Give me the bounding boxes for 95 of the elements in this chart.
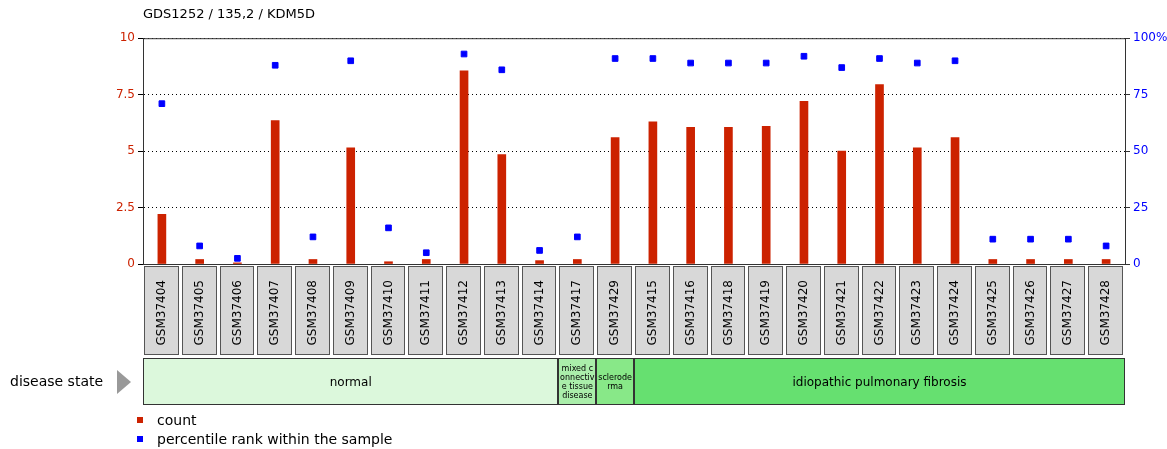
x-tick-label: GSM37407 xyxy=(267,280,282,346)
chart-title: GDS1252 / 135,2 / KDM5D xyxy=(143,6,315,21)
point xyxy=(762,59,770,67)
y-tick-label: 0 xyxy=(127,256,135,271)
point xyxy=(1027,235,1034,243)
y2-tick-label: 75 xyxy=(1133,86,1149,101)
legend-label: count xyxy=(157,411,197,428)
x-tick-label: GSM37420 xyxy=(796,280,811,346)
point xyxy=(913,59,921,67)
point xyxy=(725,59,732,67)
point xyxy=(838,64,846,71)
point xyxy=(347,57,355,65)
bar xyxy=(270,120,280,264)
y-tick-label: 7.5 xyxy=(115,86,135,101)
point xyxy=(574,233,581,241)
x-tick-label: GSM37409 xyxy=(342,280,357,346)
x-tick-label: GSM37416 xyxy=(682,280,697,346)
point xyxy=(800,52,808,60)
bar xyxy=(346,147,356,264)
bar xyxy=(610,137,620,264)
bar xyxy=(573,259,582,264)
bar xyxy=(724,127,733,264)
x-tick-label: GSM37426 xyxy=(1022,280,1037,346)
bar xyxy=(497,154,507,264)
text: normal xyxy=(329,374,372,389)
point xyxy=(309,233,317,241)
x-tick-label: GSM37418 xyxy=(720,280,735,346)
x-tick-label: GSM37412 xyxy=(456,280,471,346)
bar xyxy=(195,259,204,264)
point xyxy=(649,55,657,62)
y2-tick-label: 25 xyxy=(1133,199,1149,214)
bar xyxy=(308,259,318,264)
text: idiopathic pulmonary fibrosis xyxy=(792,374,967,389)
point xyxy=(536,247,543,254)
x-tick-label: GSM37429 xyxy=(607,280,622,346)
y2-tick-label: 50 xyxy=(1133,143,1149,158)
point xyxy=(385,224,392,232)
point xyxy=(1102,242,1110,250)
text: disease state xyxy=(10,373,104,389)
x-tick-label: GSM37424 xyxy=(947,280,962,346)
bar xyxy=(535,260,544,264)
x-tick-label: GSM37405 xyxy=(191,280,206,346)
point xyxy=(498,66,506,74)
bar xyxy=(799,101,809,264)
legend-label: percentile rank within the sample xyxy=(157,430,393,447)
x-tick-label: GSM37410 xyxy=(380,280,395,346)
x-tick-label: GSM37417 xyxy=(569,280,584,346)
x-tick-label: GSM37419 xyxy=(758,280,773,346)
x-tick-label: GSM37406 xyxy=(229,280,244,346)
x-tick-label: GSM37425 xyxy=(984,280,999,346)
point xyxy=(687,59,694,67)
point xyxy=(951,57,959,65)
point xyxy=(611,55,619,62)
bar xyxy=(384,261,393,264)
bar xyxy=(1101,259,1111,264)
point xyxy=(196,242,203,250)
point xyxy=(158,100,166,108)
text: scleroderma xyxy=(597,372,633,391)
point xyxy=(1065,235,1072,243)
bar xyxy=(1026,259,1035,264)
bar xyxy=(421,259,431,264)
bar xyxy=(686,127,695,264)
bar xyxy=(157,213,167,264)
x-tick-label: GSM37427 xyxy=(1060,280,1075,346)
point xyxy=(234,255,241,262)
y-tick-label: 10 xyxy=(119,30,135,45)
point xyxy=(989,235,997,243)
x-tick-label: GSM37423 xyxy=(909,280,924,346)
bar xyxy=(988,259,998,264)
x-tick-label: GSM37404 xyxy=(154,280,169,346)
y2-tick-label: 0 xyxy=(1133,256,1141,271)
x-tick-label: GSM37414 xyxy=(531,280,546,346)
x-tick-label: GSM37421 xyxy=(833,280,848,346)
bar xyxy=(837,150,847,264)
x-tick-label: GSM37415 xyxy=(645,280,660,346)
point xyxy=(876,55,883,62)
y-tick-label: 2.5 xyxy=(115,199,135,214)
x-tick-label: GSM37422 xyxy=(871,280,886,346)
x-tick-label: GSM37408 xyxy=(305,280,320,346)
bar xyxy=(875,84,884,264)
bar xyxy=(648,121,658,264)
x-tick-label: GSM37413 xyxy=(493,280,508,346)
point xyxy=(460,50,468,58)
bar xyxy=(1064,259,1073,264)
bar xyxy=(912,147,922,264)
point xyxy=(422,249,430,257)
x-tick-label: GSM37411 xyxy=(418,280,433,346)
bar xyxy=(950,137,960,264)
bar xyxy=(761,125,771,264)
y-tick-label: 5 xyxy=(127,143,135,158)
text: mixed connective tissue disease xyxy=(559,363,596,400)
bar xyxy=(459,70,469,264)
y2-tick-label: 100% xyxy=(1133,30,1167,45)
x-tick-label: GSM37428 xyxy=(1098,280,1113,346)
point xyxy=(271,61,279,69)
